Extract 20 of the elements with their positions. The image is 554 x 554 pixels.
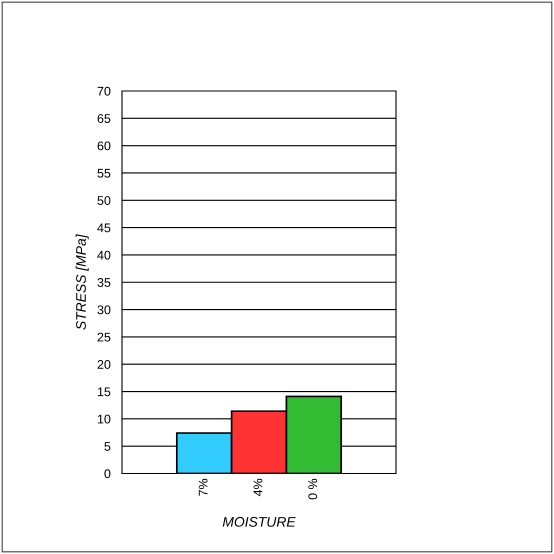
- y-tick-label: 55: [97, 168, 110, 178]
- y-tick-label: 15: [98, 387, 110, 396]
- y-tick-label: 10: [98, 414, 110, 424]
- x-tick-label: 4%: [254, 478, 262, 496]
- x-tick-label: 7%: [198, 478, 208, 496]
- x-axis-title: MOISTURE: [222, 516, 296, 527]
- y-tick-label: 35: [97, 278, 110, 287]
- y-tick-label: 25: [98, 332, 110, 342]
- y-tick-label: 65: [98, 114, 110, 123]
- y-tick-label: 70: [98, 86, 110, 96]
- y-tick-label: 30: [97, 305, 110, 314]
- y-axis-title: STRESS [MPa]: [76, 234, 89, 330]
- y-tick-label: 60: [98, 141, 110, 150]
- x-tick-label: 0 %: [308, 478, 318, 500]
- y-tick-label: 20: [98, 360, 110, 369]
- y-tick-label: 5: [104, 442, 110, 451]
- y-tick-label: 45: [97, 224, 110, 232]
- y-tick-label: 40: [97, 250, 110, 260]
- y-tick-label: 50: [97, 196, 110, 205]
- y-tick-label: 0: [104, 469, 110, 478]
